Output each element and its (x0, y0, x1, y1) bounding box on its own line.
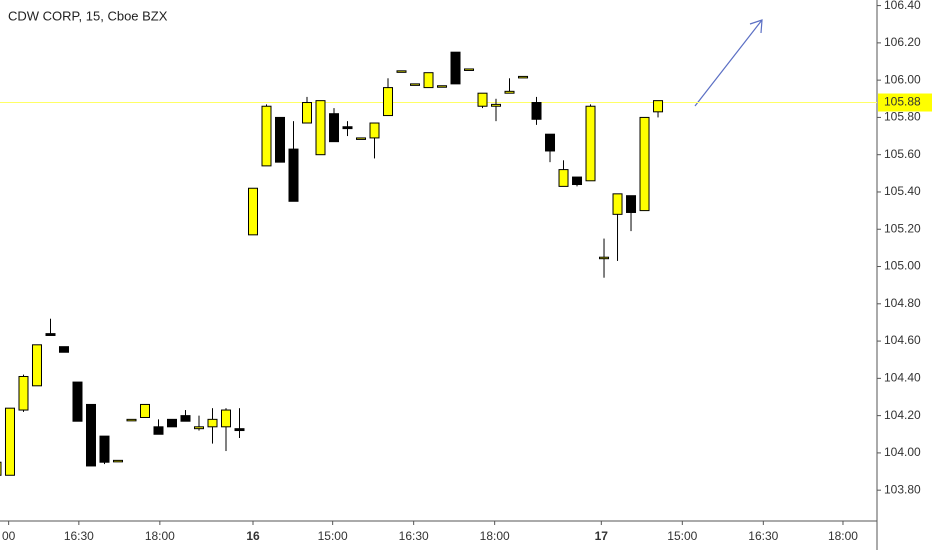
candle-body (383, 87, 394, 117)
candle-body (437, 85, 448, 88)
chart-title: CDW CORP, 15, Cboe BZX (8, 8, 168, 23)
candle-body (0, 461, 2, 476)
candle-body (477, 92, 488, 107)
y-tick-label: 105.00 (884, 259, 921, 273)
candle-body (531, 102, 542, 120)
x-tick-label: 16:30 (748, 529, 778, 543)
y-tick-label: 104.80 (884, 296, 921, 310)
candle-body (410, 83, 421, 86)
y-tick-label: 104.20 (884, 408, 921, 422)
last-price-label: 105.88 (884, 95, 921, 109)
candle-body (234, 428, 245, 432)
candle-body (112, 459, 123, 463)
y-tick-label: 106.20 (884, 35, 921, 49)
y-tick-label: 105.80 (884, 110, 921, 124)
candle-body (18, 375, 29, 411)
x-tick-label: 16:30 (64, 529, 94, 543)
candle-body (585, 105, 596, 182)
candle-body (342, 126, 353, 130)
candle-body (126, 418, 137, 422)
x-tick-label: 15:00 (667, 529, 697, 543)
candle-body (153, 426, 164, 435)
candle-body (4, 407, 15, 476)
x-tick-label: 00 (2, 529, 16, 543)
y-tick-label: 106.00 (884, 72, 921, 86)
candle-body (207, 418, 218, 428)
candle-body (248, 187, 259, 236)
candle-body (639, 116, 650, 212)
candle-body (572, 176, 583, 186)
candle-body (85, 403, 96, 467)
x-tick-label: 18:00 (828, 529, 858, 543)
candle-body (221, 409, 232, 428)
x-tick-label: 17 (595, 529, 609, 543)
candle-body (329, 113, 340, 143)
candle-body (423, 72, 434, 89)
candle-body (464, 68, 475, 71)
candle-body (275, 116, 286, 163)
candle-body (356, 137, 367, 140)
last-price-box (878, 93, 932, 112)
candle-body (599, 256, 610, 260)
candle-body (58, 346, 69, 353)
y-tick-label: 105.40 (884, 184, 921, 198)
candle-body (166, 418, 177, 428)
candle-body (302, 102, 313, 124)
candle-body (450, 51, 461, 85)
candle-body (288, 148, 299, 202)
candle-body (653, 100, 664, 113)
candle-body (626, 195, 637, 213)
y-tick-label: 105.20 (884, 221, 921, 235)
trend-arrow (694, 19, 763, 107)
y-tick-label: 104.00 (884, 445, 921, 459)
candle-body (315, 100, 326, 156)
y-tick-label: 103.80 (884, 482, 921, 496)
candle-body (193, 426, 204, 430)
candle-body (180, 415, 191, 422)
candle-body (396, 70, 407, 73)
candle-body (139, 403, 150, 418)
candle-body (558, 169, 569, 187)
x-tick-label: 18:00 (145, 529, 175, 543)
candle-body (261, 105, 272, 167)
y-tick-label: 104.60 (884, 333, 921, 347)
candle-body (612, 193, 623, 215)
x-tick-label: 18:00 (480, 529, 510, 543)
candle-body (545, 133, 556, 152)
candle-body (369, 122, 380, 139)
candle-body (99, 435, 110, 463)
y-tick-label: 105.60 (884, 147, 921, 161)
x-tick-label: 16:30 (399, 529, 429, 543)
candle-body (504, 90, 515, 94)
x-tick-label: 16 (246, 529, 260, 543)
candle-body (31, 344, 42, 387)
candle-body (491, 103, 502, 107)
candle-body (72, 381, 83, 422)
y-tick-label: 104.40 (884, 371, 921, 385)
x-tick-label: 15:00 (318, 529, 348, 543)
y-tick-label: 106.40 (884, 0, 921, 12)
candle-body (518, 75, 529, 79)
candle-body (45, 333, 56, 336)
